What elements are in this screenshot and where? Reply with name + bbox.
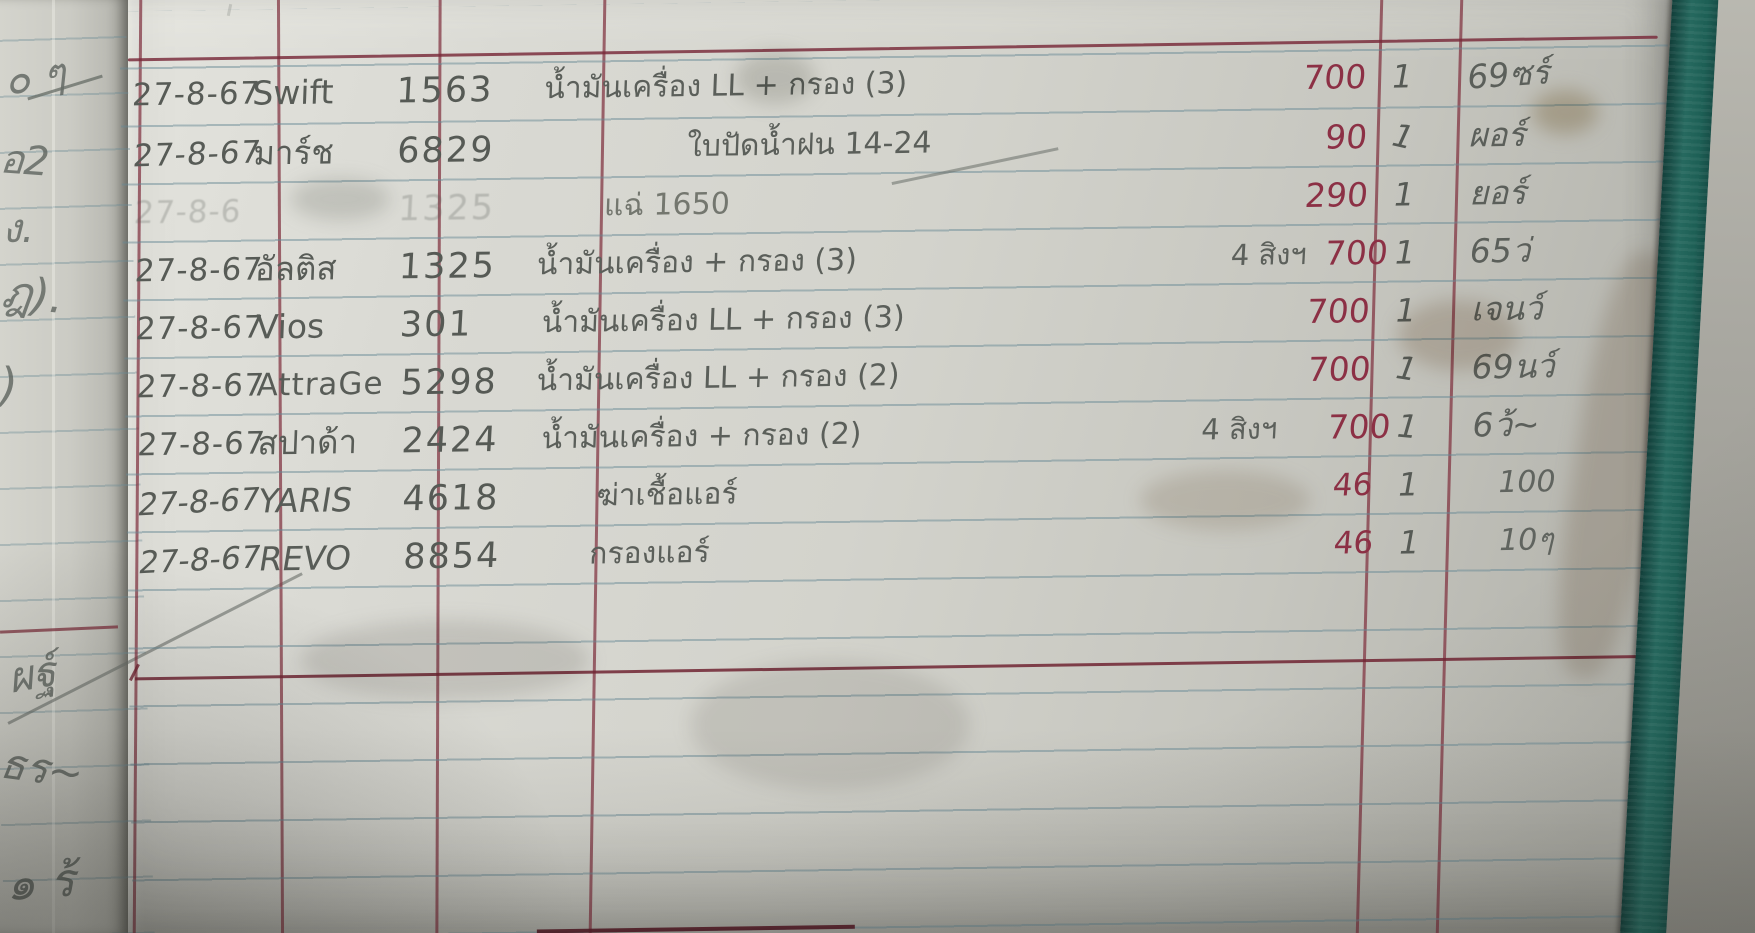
- amount-cell: 700: [1325, 406, 1393, 447]
- date-cell: 27-8-67: [136, 539, 264, 582]
- date-cell: 27-8-67: [134, 309, 266, 348]
- amount-cell: 46: [1331, 466, 1374, 504]
- signature-cell: เจนว์: [1470, 288, 1543, 329]
- number-cell: 1325: [397, 187, 497, 230]
- signature-cell: 65ว่: [1469, 230, 1531, 271]
- signature-cell: ผอร์: [1467, 114, 1526, 155]
- margin-scribble: ธร~: [0, 738, 87, 799]
- amount-cell: 46: [1332, 524, 1375, 562]
- amount-cell: 700: [1305, 290, 1372, 331]
- ledger-table: 27-8-67 Swift 1563 น้ำมันเครื่อง LL + กร…: [119, 0, 1681, 933]
- date-cell: 27-8-67: [131, 134, 264, 175]
- margin-scribble: ): [0, 358, 18, 412]
- qty-cell: 1: [1397, 465, 1419, 504]
- date-cell: 27-8-6: [132, 193, 243, 232]
- amount-cell: 700: [1323, 232, 1390, 273]
- date-cell: 27-8-67: [133, 251, 265, 290]
- page-layer-edge: [52, 0, 55, 933]
- description-cell: ใบปัดน้ำฝน 14-24: [686, 125, 933, 165]
- vehicle-cell: สปาด้า: [256, 422, 358, 463]
- qty-cell: 1: [1393, 348, 1420, 389]
- margin-scribble: อ2: [0, 136, 51, 186]
- signature-cell: 10ๆ: [1498, 522, 1554, 559]
- left-page-edge: ๐ ๆ อ2 ง. ฎ). ) ผฐ์ ธร~ ๑ ร้: [0, 0, 156, 933]
- signature-cell: 6ว้~: [1472, 404, 1540, 445]
- margin-scribble: ๑ ร้: [4, 852, 77, 912]
- qty-cell: 1: [1394, 233, 1416, 272]
- date-cell: 27-8-67: [135, 367, 267, 406]
- signature-cell: ยอร์: [1468, 172, 1527, 213]
- vehicle-cell: REVO: [256, 538, 355, 579]
- vehicle-cell: Swift: [251, 72, 335, 113]
- amount-cell: 90: [1323, 117, 1369, 157]
- qty-cell: 1: [1391, 57, 1413, 96]
- date-cell: 27-8-67: [136, 425, 267, 464]
- amount-cell: 700: [1305, 348, 1373, 389]
- margin-scribble: ง.: [2, 206, 35, 252]
- description-cell: น้ำมันเครื่อง LL + กรอง (2): [536, 357, 901, 399]
- qty-cell: 1: [1393, 175, 1415, 214]
- vehicle-cell: มาร์ช: [252, 132, 335, 173]
- number-cell: 2424: [400, 419, 500, 462]
- description-cell: น้ำมันเครื่อง + กรอง (3): [536, 242, 858, 283]
- description-cell: น้ำมันเครื่อง LL + กรอง (3): [541, 299, 906, 341]
- vehicle-cell: อัลติส: [254, 248, 338, 289]
- number-cell: 6829: [396, 129, 496, 172]
- vehicle-cell: YARIS: [255, 480, 356, 521]
- qty-cell: 1: [1398, 523, 1420, 562]
- number-cell: 5298: [399, 361, 499, 404]
- amount-cell: 700: [1301, 57, 1369, 98]
- red-rule-partial: [536, 924, 855, 933]
- date-cell: 27-8-67: [135, 481, 263, 524]
- number-cell: 1563: [395, 69, 495, 112]
- description-cell: น้ำมันเครื่อง + กรอง (2): [540, 416, 863, 457]
- signature-cell: 69ซร์: [1466, 52, 1551, 97]
- vehicle-cell: AttraGe: [256, 365, 385, 404]
- number-cell: 301: [398, 304, 474, 346]
- amount-cell: 290: [1303, 174, 1370, 215]
- margin-scribble: ฎ).: [0, 264, 67, 325]
- description-cell: กรองแอร์: [588, 534, 711, 572]
- date-cell: 27-8-67: [131, 75, 262, 114]
- signature-cell: 100: [1498, 464, 1556, 501]
- number-cell: 4618: [401, 477, 501, 520]
- number-cell: 8854: [402, 535, 502, 578]
- qty-cell: 1: [1395, 406, 1420, 447]
- margin-scribble: ๐ ๆ: [0, 47, 69, 106]
- vehicle-cell: Vios: [255, 306, 326, 347]
- qty-cell: 1: [1395, 291, 1417, 330]
- description-cell: แฉ่ 1650: [603, 186, 731, 224]
- qty-cell: 1: [1388, 115, 1418, 158]
- description-cell: น้ำมันเครื่อง LL + กรอง (3): [543, 65, 908, 107]
- signature-cell: 69นว์: [1471, 346, 1555, 387]
- number-cell: 1325: [397, 245, 498, 288]
- red-rule-bottom: [135, 654, 1667, 681]
- description-cell: ฆ่าเชื้อแอร์: [595, 476, 739, 514]
